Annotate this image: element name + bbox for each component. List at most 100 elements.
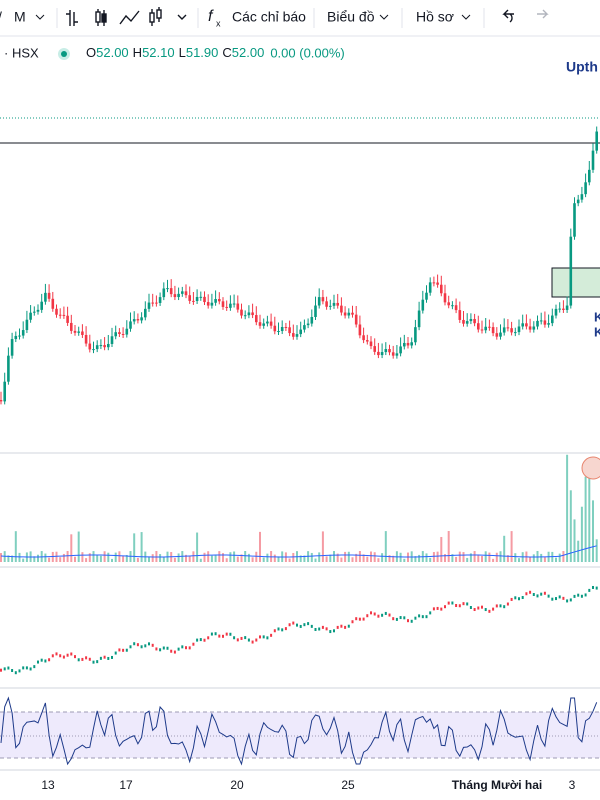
candle: [454, 305, 458, 311]
candle: [295, 334, 299, 337]
x-axis-label: 13: [41, 778, 55, 792]
volume-bar: [499, 551, 502, 562]
candle: [266, 321, 269, 324]
volume-bar: [292, 552, 295, 562]
volume-bar: [277, 556, 280, 562]
indicator-candle: [70, 652, 73, 656]
volume-bar: [88, 553, 91, 562]
indicator-candle: [229, 632, 232, 636]
x-axis-label: 25: [341, 778, 355, 792]
volume-bar: [55, 551, 58, 562]
undo-button[interactable]: [502, 9, 514, 23]
indicator-candle: [303, 623, 306, 627]
candle: [303, 325, 306, 330]
indicator-candle: [29, 667, 32, 671]
indicator-candle: [85, 656, 88, 660]
indicator-candle: [196, 638, 199, 642]
volume-bar: [66, 551, 69, 562]
indicator-candle: [407, 619, 409, 623]
candle: [25, 319, 29, 331]
candle: [33, 311, 36, 313]
indicator-series: [0, 585, 598, 675]
candle: [414, 327, 417, 343]
indicator-candle: [14, 671, 17, 675]
volume-bar: [111, 558, 113, 562]
indicator-candle: [25, 666, 28, 670]
indicators-button[interactable]: Các chỉ báo: [232, 9, 306, 25]
candle: [569, 236, 573, 306]
volume-bar: [14, 531, 17, 562]
volume-bar: [233, 551, 236, 562]
indicator-candle: [384, 611, 387, 615]
indicator-candle: [484, 608, 487, 612]
ohlc-value: 52.00: [232, 45, 265, 60]
volume-bar: [99, 555, 102, 562]
indicator-candle: [333, 629, 335, 633]
volume-bar: [344, 551, 347, 562]
indicator-candle: [144, 644, 147, 648]
volume-bar: [555, 557, 557, 562]
candle: [362, 335, 365, 341]
volume-bar: [199, 558, 202, 562]
indicator-candle: [310, 624, 313, 628]
indicator-candle: [159, 648, 162, 652]
indicator-candle: [55, 652, 58, 656]
volume-bar: [358, 551, 361, 562]
candle: [232, 303, 236, 305]
volume-bar: [588, 473, 591, 562]
candle: [462, 319, 465, 324]
candle: [425, 292, 428, 300]
candle: [351, 312, 354, 315]
indicator-candle: [244, 636, 247, 640]
indicator-candle: [355, 617, 358, 621]
volume-bar: [444, 554, 446, 562]
redo-button[interactable]: [537, 9, 549, 19]
indicator-candle: [207, 636, 210, 640]
candle: [177, 293, 180, 298]
indicator-candle: [543, 591, 546, 595]
annotation: K: [594, 309, 600, 324]
rsi-line: [0, 696, 598, 766]
candle: [499, 332, 502, 337]
indicator-candle: [421, 615, 424, 619]
candle: [325, 301, 328, 307]
indicator-candle: [281, 628, 284, 632]
candle: [410, 342, 413, 346]
volume-bar: [469, 553, 472, 562]
candle: [310, 316, 314, 324]
volume-bar: [518, 558, 520, 562]
indicator-candle: [495, 604, 498, 608]
indicator-candle: [447, 601, 450, 605]
indicator-candle: [481, 605, 483, 609]
candle: [29, 312, 32, 320]
candle: [95, 345, 99, 350]
indicator-candle: [336, 625, 339, 629]
indicator-candle: [103, 655, 106, 659]
volume-bar: [540, 553, 543, 562]
indicator-candle: [99, 656, 102, 660]
indicator-candle: [329, 630, 332, 634]
candle: [306, 323, 310, 326]
volume-bar: [244, 551, 247, 562]
indicator-candle: [358, 617, 361, 621]
candle: [0, 400, 3, 402]
candle: [458, 310, 462, 320]
candle: [70, 322, 73, 331]
interval-button[interactable]: M: [14, 9, 26, 25]
indicator-candle: [210, 632, 213, 636]
candle: [440, 284, 443, 294]
profile-menu[interactable]: Hồ sơ: [416, 9, 454, 25]
candle: [451, 305, 454, 307]
indicator-candle: [62, 655, 65, 659]
volume-bar: [77, 531, 80, 562]
candle: [162, 288, 166, 298]
indicator-candle: [44, 659, 47, 663]
candle: [491, 327, 495, 334]
indicator-candle: [318, 627, 321, 631]
chart-type-icons[interactable]: [66, 7, 187, 26]
ohlc-item: C52.00: [222, 45, 264, 60]
chart-menu[interactable]: Biểu đồ: [327, 9, 375, 25]
volume-bar: [495, 552, 498, 562]
candle: [584, 182, 587, 195]
indicator-candle: [395, 617, 398, 621]
